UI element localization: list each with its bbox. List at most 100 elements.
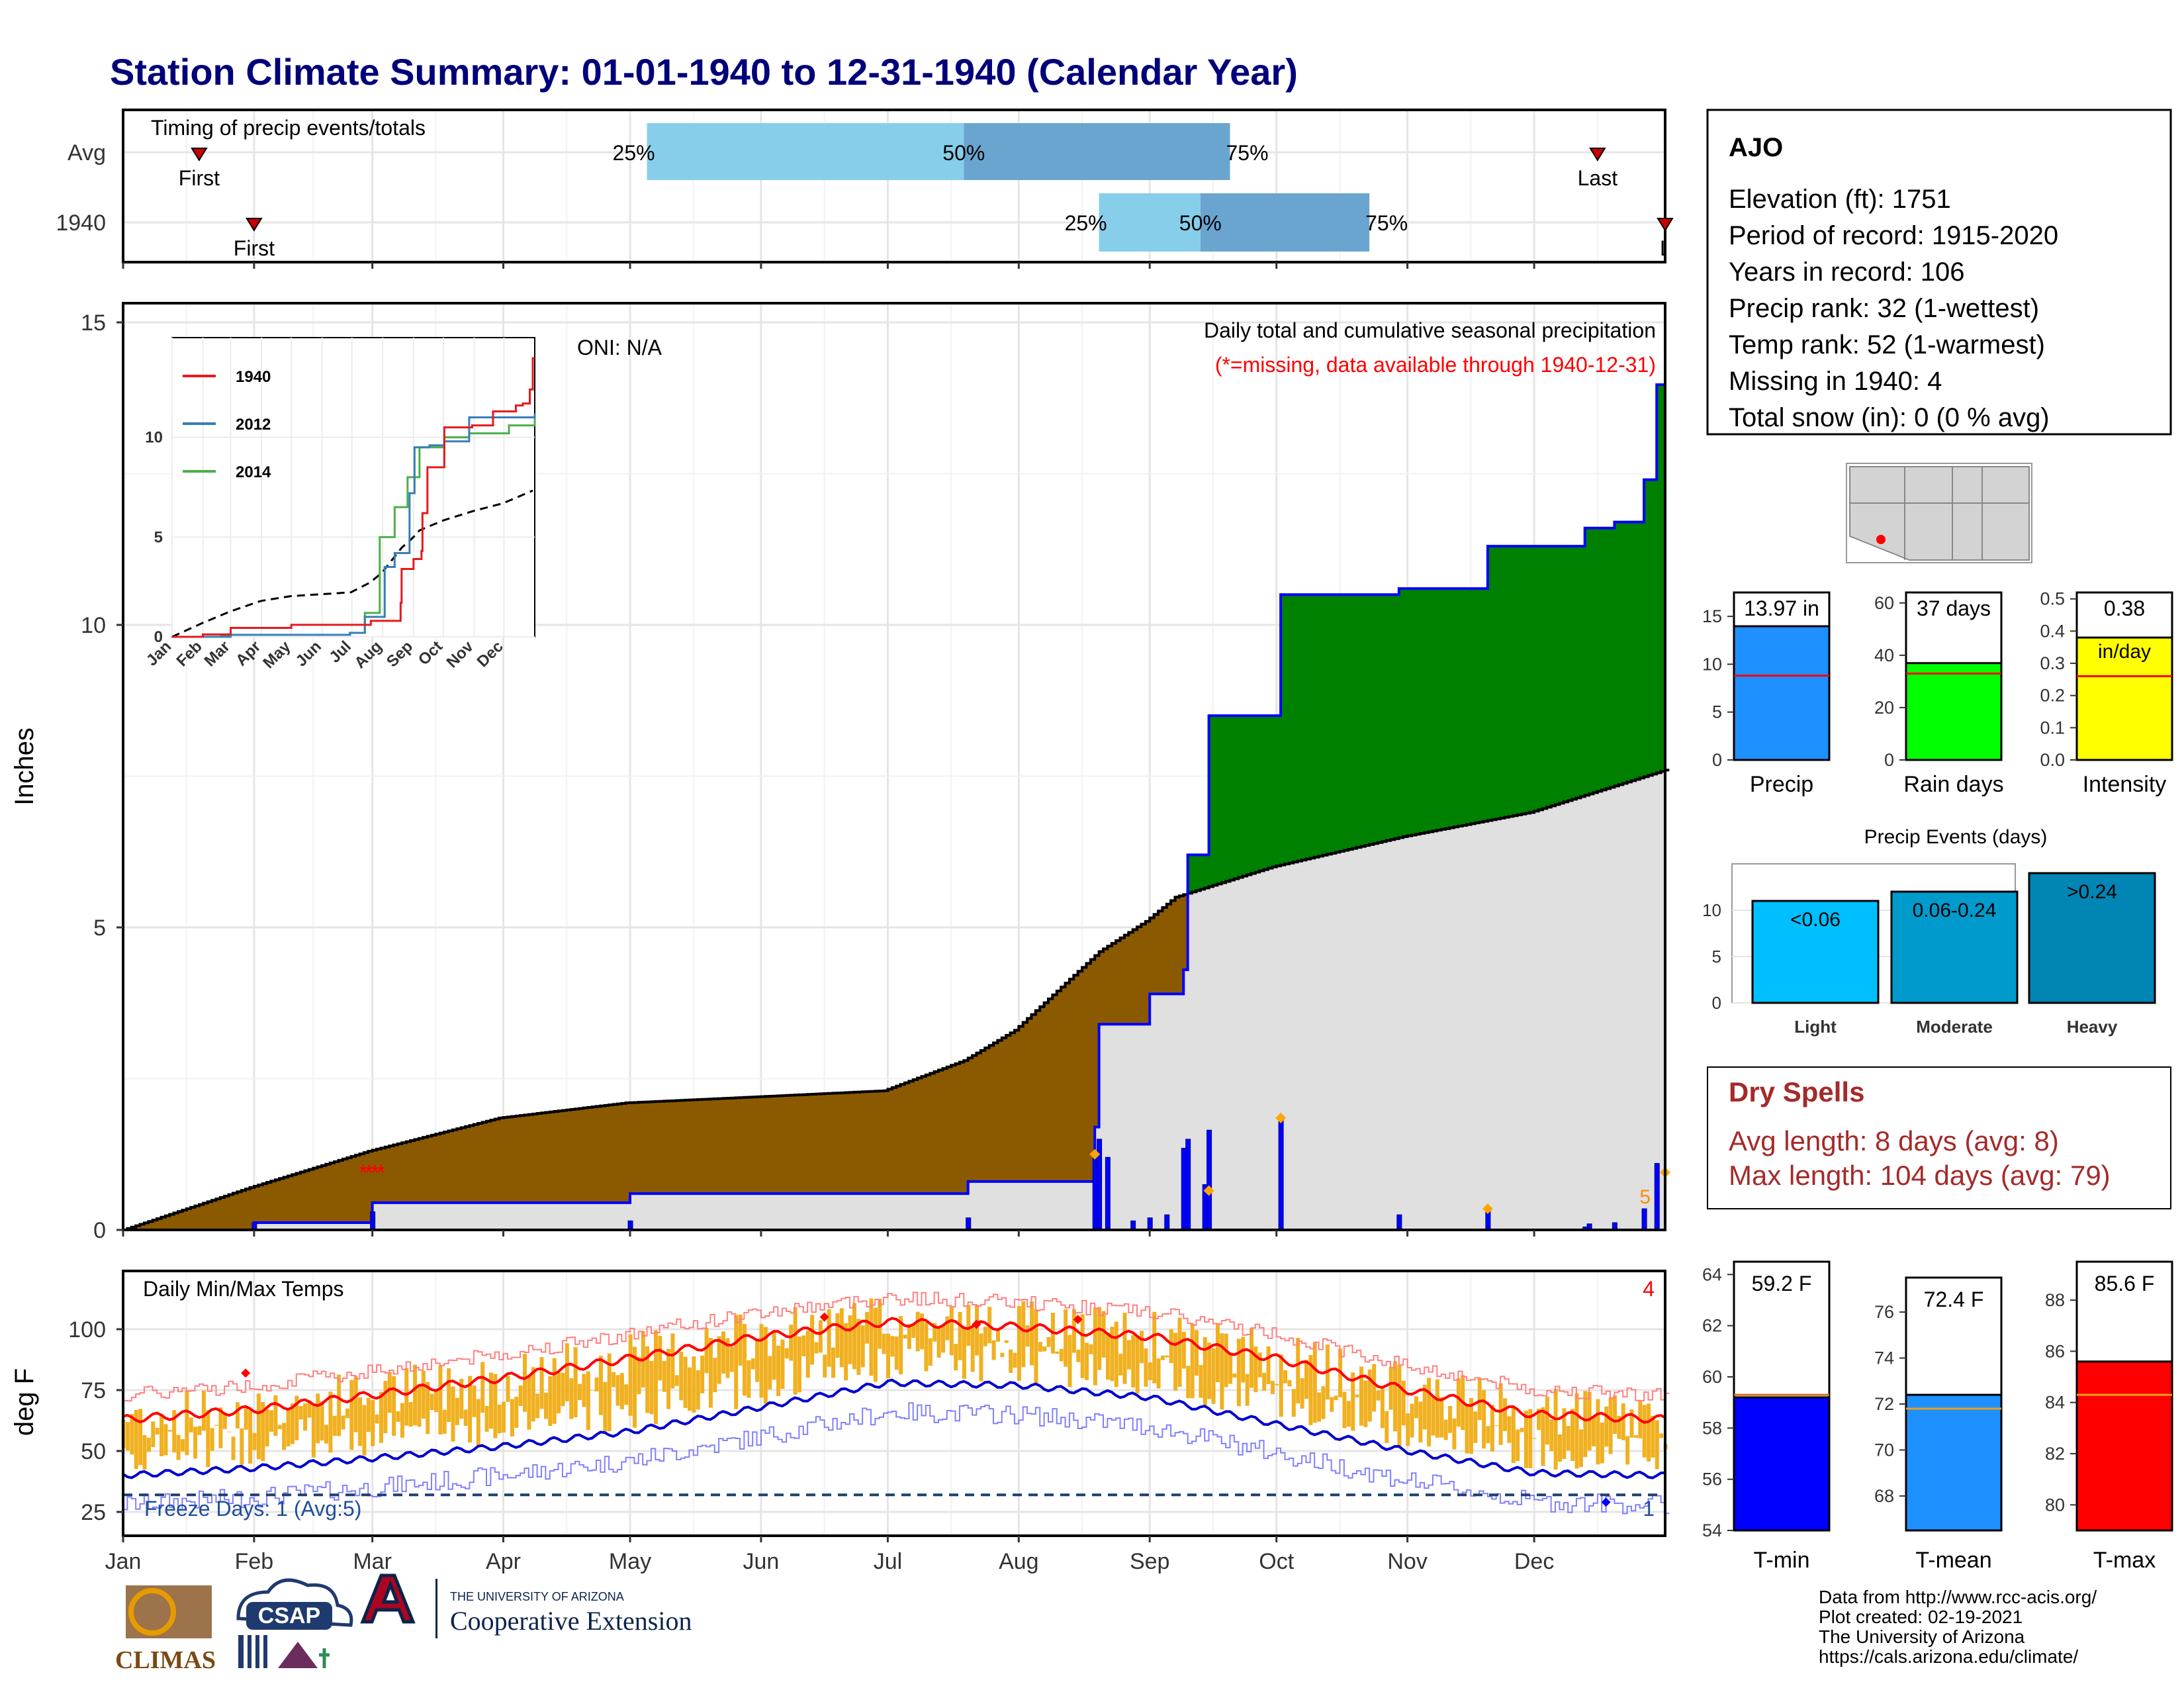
page-title: Station Climate Summary: 01-01-1940 to 1… <box>110 51 1298 93</box>
station-info-frame <box>1706 109 2172 436</box>
timing-bar-25-50 <box>647 123 964 180</box>
temp-panel-label: Daily Min/Max Temps <box>143 1277 343 1301</box>
record-high-marker <box>1073 1315 1083 1325</box>
temp-x-tick-label: Aug <box>999 1549 1039 1574</box>
daily-precip-bar <box>1206 1129 1212 1231</box>
precip-frame <box>122 302 1666 1231</box>
inset-x-tick-label: Apr <box>232 637 264 669</box>
inset-series-1940 <box>172 357 535 638</box>
temp-x-tick-label: May <box>609 1549 651 1574</box>
temp-x-tick-label: Sep <box>1130 1549 1170 1574</box>
summary-bar-rain-days <box>1905 662 2003 761</box>
first-event-marker <box>191 148 208 162</box>
climas-sun-icon <box>128 1588 176 1636</box>
timing-frame <box>122 109 1666 263</box>
daily-precip-bar <box>370 1211 376 1231</box>
temp-bar-y-tick-label: 72 <box>1874 1394 1894 1414</box>
inset-y-tick-label: 10 <box>145 429 163 447</box>
missing-day-marker: * <box>359 1160 367 1186</box>
daily-precip-bar <box>966 1217 972 1231</box>
last-event-label: Last <box>1578 166 1618 190</box>
summary-bar-value-label: 13.97 in <box>1744 596 1819 620</box>
inset-x-tick-label: Feb <box>173 637 206 670</box>
daily-precip-bar <box>1641 1208 1647 1231</box>
average-min-temp-line <box>122 1378 1666 1479</box>
temp-panel: 25 50 75 100 Jan Feb Mar Apr May Jun Jul Aug Sep Oct… <box>10 1270 1670 1574</box>
precip-y-tick-label: 10 <box>81 613 106 638</box>
summary-bar-category-label: Rain days <box>1903 772 2003 797</box>
events-category-label: Heavy <box>2067 1017 2118 1037</box>
temp-bar-y-tick-label: 58 <box>1702 1418 1722 1438</box>
station-name: AJO <box>1729 133 1783 162</box>
temp-bar-y-tick-label: 60 <box>1702 1367 1722 1387</box>
csap-mountain-icon <box>278 1642 318 1668</box>
temp-x-tick-label: Dec <box>1514 1549 1554 1574</box>
heavy-event-marker <box>1275 1112 1287 1123</box>
temp-bar-value-label: 72.4 F <box>1924 1288 1984 1311</box>
dry-spells-avg: Avg length: 8 days (avg: 8) <box>1729 1125 2059 1156</box>
temp-bar-t-max <box>2075 1360 2173 1532</box>
temp-x-tick-label: Mar <box>353 1549 392 1574</box>
footer-line-1: Data from http://www.rcc-acis.org/ <box>1819 1587 2097 1607</box>
map-state-borders <box>1850 467 2029 560</box>
inset-x-tick-label: Nov <box>443 637 478 672</box>
freeze-days-label: Freeze Days: 1 (Avg:5) <box>144 1497 361 1521</box>
events-y-tick-label: 5 <box>1712 947 1721 966</box>
events-title: Precip Events (days) <box>1864 826 2048 848</box>
temp-bar-category-label: T-min <box>1754 1548 1810 1573</box>
daily-precip-bar <box>1396 1214 1402 1231</box>
footer-line-3: The University of Arizona <box>1819 1626 2025 1647</box>
events-range-label: 0.06-0.24 <box>1913 900 1997 921</box>
dry-spells-max: Max length: 104 days (avg: 79) <box>1729 1160 2111 1191</box>
events-bar-moderate <box>1890 890 2019 1004</box>
temp-y-tick-label: 100 <box>68 1317 106 1342</box>
daily-precip-bar <box>1105 1156 1111 1231</box>
temp-missing-count: 4 <box>1643 1277 1655 1301</box>
daily-precip-bar <box>1164 1214 1170 1231</box>
timing-row-avg-label: Avg <box>68 140 106 165</box>
last-event-marker <box>1589 148 1606 162</box>
summary-bar-value-label: 37 days <box>1917 596 1991 620</box>
precip-y-tick-label: 15 <box>81 310 106 336</box>
timing-bar-25-50 <box>1099 193 1201 252</box>
climas-logo-text: CLIMAS <box>115 1646 216 1674</box>
inset-x-tick-label: Aug <box>351 637 385 672</box>
timing-panel: Timing of precip events/totals Avg 1940 … <box>56 109 1700 269</box>
inset-legend-label: 2014 <box>236 463 271 481</box>
inset-x-tick-label: Mar <box>201 637 234 670</box>
timing-p50-label: 50% <box>942 141 985 165</box>
footer-line-2: Plot created: 02-19-2021 <box>1819 1607 2023 1627</box>
csap-logo-text: CSAP <box>258 1603 320 1628</box>
daily-precip-bar <box>1130 1220 1136 1231</box>
inset-x-tick-label: May <box>259 637 295 673</box>
climas-logo: CLIMAS <box>115 1585 216 1674</box>
station-missing: Missing in 1940: 4 <box>1729 367 1942 396</box>
missing-day-marker: * <box>377 1160 385 1186</box>
temp-x-tick-label: Jan <box>105 1549 142 1574</box>
summary-bar-category-label: Precip <box>1750 772 1813 797</box>
precip-y-tick-label: 0 <box>93 1218 106 1243</box>
timing-bar-50-75 <box>964 123 1230 180</box>
summary-bar-y-tick-label: 5 <box>1712 702 1722 722</box>
temp-bar-y-tick-label: 80 <box>2045 1495 2065 1515</box>
precip-events-chart: Precip Events (days) 0 5 10 <0.06 Light 0.06-… <box>1702 826 2156 1037</box>
temp-bar-t-mean <box>1905 1393 2003 1532</box>
freeze-count: 1 <box>1643 1497 1655 1521</box>
events-y-tick-label: 10 <box>1702 900 1721 920</box>
daily-precip-bar <box>1147 1217 1153 1231</box>
precip-missing-caption: (*=missing, data available through 1940-… <box>1215 353 1656 377</box>
temp-bar-value-label: 85.6 F <box>2095 1272 2155 1295</box>
heavy-event-marker <box>1203 1185 1214 1196</box>
ua-big-text: Cooperative Extension <box>450 1606 692 1636</box>
inset-series-2012 <box>172 413 536 638</box>
events-category-label: Moderate <box>1916 1017 1993 1037</box>
temp-x-tick-label: Feb <box>235 1549 274 1574</box>
timing-p50-label: 50% <box>1179 211 1222 235</box>
temp-bar-y-tick-label: 56 <box>1702 1470 1722 1489</box>
location-map <box>1846 463 2032 563</box>
events-bar-heavy <box>2028 872 2156 1004</box>
temp-x-tick-label: Apr <box>486 1549 521 1574</box>
temp-bar-y-tick-label: 64 <box>1702 1264 1722 1284</box>
last-event-label: Last <box>1660 236 1700 260</box>
